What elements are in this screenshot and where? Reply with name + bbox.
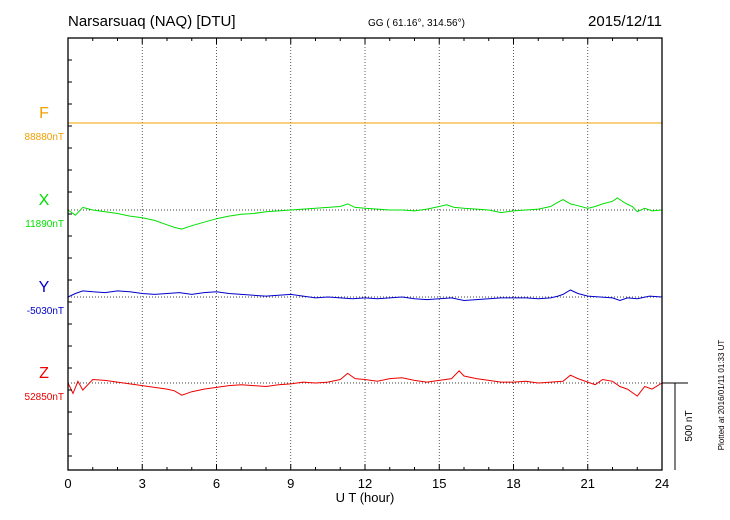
series-x-baseline-label: 11890nT <box>25 219 64 230</box>
coords-label: GG ( 61.16°, 314.56°) <box>368 18 465 29</box>
x-axis-label: U T (hour) <box>336 490 395 505</box>
x-tick-label: 9 <box>287 476 294 491</box>
grid-lines <box>141 38 589 470</box>
series-y-label: Y <box>39 279 50 296</box>
series-z-line <box>67 370 663 397</box>
scale-bar-label: 500 nT <box>684 410 695 441</box>
x-tick-label: 21 <box>581 476 595 491</box>
x-axis: 0 3 6 9 12 15 18 21 24 <box>64 38 669 491</box>
x-tick-label: 6 <box>213 476 220 491</box>
series-f-baseline-label: 88880nT <box>25 132 64 143</box>
scale-bar: 500 nT <box>662 382 695 470</box>
x-tick-label: 15 <box>432 476 446 491</box>
series-x-label: X <box>39 192 50 209</box>
x-tick-label: 3 <box>139 476 146 491</box>
x-tick-label: 0 <box>64 476 71 491</box>
x-tick-label: 24 <box>655 476 669 491</box>
plot-lines <box>67 122 663 397</box>
station-title: Narsarsuaq (NAQ) [DTU] <box>68 13 236 30</box>
series-z-baseline-label: 52850nT <box>25 392 64 403</box>
plotted-at-note: Plotted at 2016/01/11 01:33 UT <box>717 340 726 451</box>
x-tick-label: 12 <box>358 476 372 491</box>
series-z-label: Z <box>39 365 49 382</box>
series-f-label: F <box>39 105 49 122</box>
series-labels: F 88880nT X 11890nT Y -5030nT Z 52850nT <box>25 105 64 403</box>
series-x-line <box>67 197 663 230</box>
series-y-baseline-label: -5030nT <box>27 306 64 317</box>
date-label: 2015/12/11 <box>588 13 662 30</box>
series-y-line <box>67 289 663 302</box>
x-tick-label: 18 <box>506 476 520 491</box>
